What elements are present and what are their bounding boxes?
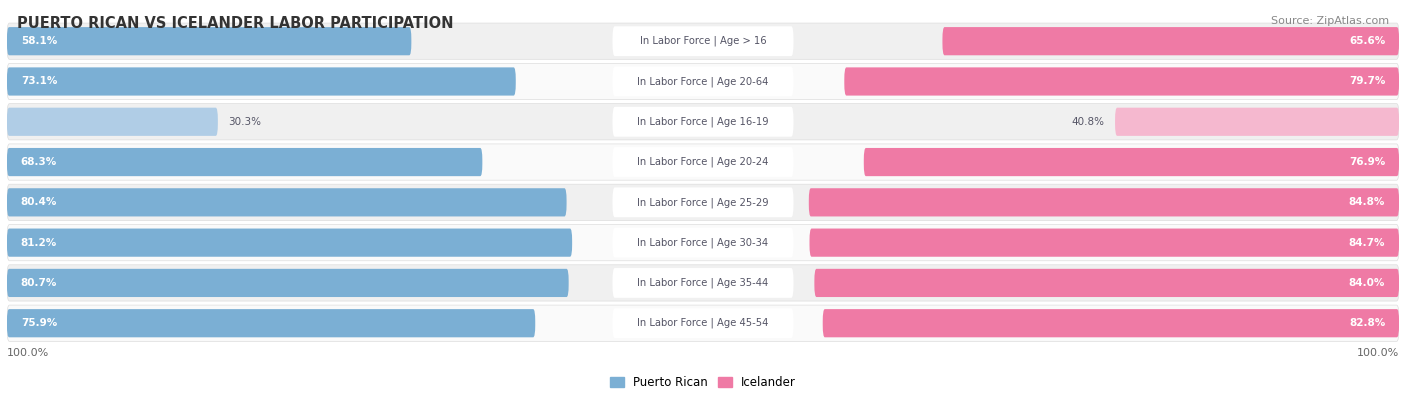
FancyBboxPatch shape <box>7 309 536 337</box>
FancyBboxPatch shape <box>7 68 516 96</box>
Text: 82.8%: 82.8% <box>1348 318 1385 328</box>
FancyBboxPatch shape <box>7 265 1399 301</box>
FancyBboxPatch shape <box>7 188 567 216</box>
FancyBboxPatch shape <box>7 148 482 176</box>
FancyBboxPatch shape <box>613 268 793 298</box>
Text: 76.9%: 76.9% <box>1348 157 1385 167</box>
FancyBboxPatch shape <box>808 188 1399 216</box>
FancyBboxPatch shape <box>7 144 1399 180</box>
FancyBboxPatch shape <box>7 269 568 297</box>
FancyBboxPatch shape <box>613 67 793 96</box>
FancyBboxPatch shape <box>810 229 1399 257</box>
FancyBboxPatch shape <box>613 188 793 217</box>
Text: 84.0%: 84.0% <box>1348 278 1385 288</box>
Text: 100.0%: 100.0% <box>1357 348 1399 358</box>
FancyBboxPatch shape <box>613 107 793 137</box>
Text: In Labor Force | Age 45-54: In Labor Force | Age 45-54 <box>637 318 769 329</box>
FancyBboxPatch shape <box>613 228 793 258</box>
FancyBboxPatch shape <box>844 68 1399 96</box>
FancyBboxPatch shape <box>613 26 793 56</box>
Legend: Puerto Rican, Icelander: Puerto Rican, Icelander <box>605 371 801 394</box>
Text: In Labor Force | Age 25-29: In Labor Force | Age 25-29 <box>637 197 769 208</box>
Text: 30.3%: 30.3% <box>228 117 262 127</box>
FancyBboxPatch shape <box>613 308 793 338</box>
Text: 68.3%: 68.3% <box>21 157 58 167</box>
Text: Source: ZipAtlas.com: Source: ZipAtlas.com <box>1271 16 1389 26</box>
Text: 40.8%: 40.8% <box>1071 117 1105 127</box>
Text: 80.7%: 80.7% <box>21 278 58 288</box>
Text: 100.0%: 100.0% <box>7 348 49 358</box>
FancyBboxPatch shape <box>7 108 218 136</box>
FancyBboxPatch shape <box>613 147 793 177</box>
FancyBboxPatch shape <box>7 229 572 257</box>
Text: In Labor Force | Age 20-24: In Labor Force | Age 20-24 <box>637 157 769 167</box>
FancyBboxPatch shape <box>823 309 1399 337</box>
Text: In Labor Force | Age > 16: In Labor Force | Age > 16 <box>640 36 766 47</box>
FancyBboxPatch shape <box>7 305 1399 341</box>
Text: PUERTO RICAN VS ICELANDER LABOR PARTICIPATION: PUERTO RICAN VS ICELANDER LABOR PARTICIP… <box>17 16 453 31</box>
Text: In Labor Force | Age 30-34: In Labor Force | Age 30-34 <box>637 237 769 248</box>
Text: 81.2%: 81.2% <box>21 238 58 248</box>
Text: 80.4%: 80.4% <box>21 198 58 207</box>
FancyBboxPatch shape <box>7 27 412 55</box>
Text: 75.9%: 75.9% <box>21 318 58 328</box>
FancyBboxPatch shape <box>814 269 1399 297</box>
Text: In Labor Force | Age 35-44: In Labor Force | Age 35-44 <box>637 278 769 288</box>
FancyBboxPatch shape <box>7 63 1399 100</box>
Text: In Labor Force | Age 20-64: In Labor Force | Age 20-64 <box>637 76 769 87</box>
Text: 73.1%: 73.1% <box>21 77 58 87</box>
FancyBboxPatch shape <box>942 27 1399 55</box>
FancyBboxPatch shape <box>7 103 1399 140</box>
Text: 84.7%: 84.7% <box>1348 238 1385 248</box>
FancyBboxPatch shape <box>1115 108 1399 136</box>
Text: 65.6%: 65.6% <box>1348 36 1385 46</box>
Text: 58.1%: 58.1% <box>21 36 58 46</box>
FancyBboxPatch shape <box>863 148 1399 176</box>
Text: 79.7%: 79.7% <box>1348 77 1385 87</box>
FancyBboxPatch shape <box>7 184 1399 220</box>
FancyBboxPatch shape <box>7 224 1399 261</box>
Text: In Labor Force | Age 16-19: In Labor Force | Age 16-19 <box>637 117 769 127</box>
Text: 84.8%: 84.8% <box>1348 198 1385 207</box>
FancyBboxPatch shape <box>7 23 1399 59</box>
